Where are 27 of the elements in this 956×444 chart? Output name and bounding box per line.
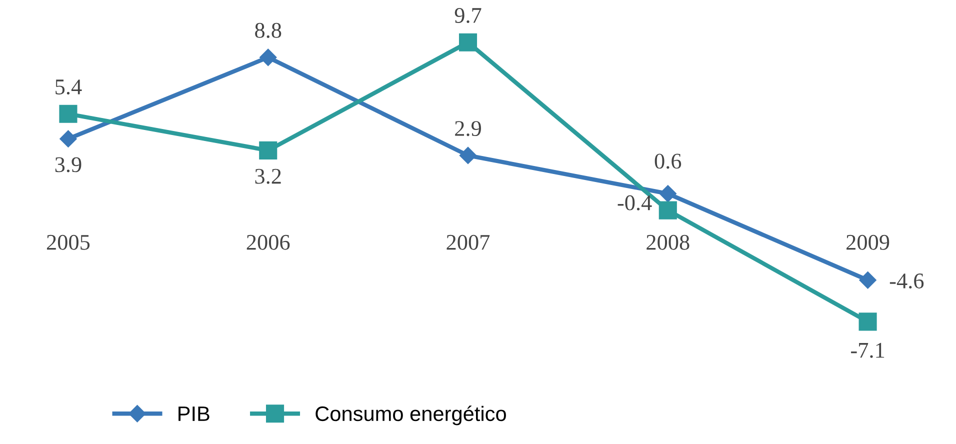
x-tick-label: 2005 <box>46 234 90 250</box>
x-tick-label: 2007 <box>446 234 490 250</box>
data-label: 3.2 <box>255 168 281 184</box>
data-label: 9.7 <box>454 8 482 24</box>
data-label: 8.8 <box>255 22 282 38</box>
data-label: -7.1 <box>851 342 884 358</box>
x-tick-label: 2009 <box>846 234 890 250</box>
point <box>859 272 876 289</box>
x-tick-label: 2008 <box>646 234 690 250</box>
legend-label: PIB <box>178 406 210 421</box>
data-label: 5.4 <box>56 80 82 95</box>
point <box>59 104 78 123</box>
data-label: -4.6 <box>890 274 924 289</box>
point <box>259 141 278 160</box>
point <box>658 201 677 220</box>
point <box>459 146 477 164</box>
point <box>60 130 77 148</box>
point <box>458 33 478 52</box>
point <box>858 312 877 331</box>
x-tick-label: 2006 <box>246 234 290 250</box>
data-label: 3.9 <box>55 157 82 172</box>
data-label: 2.9 <box>455 121 481 136</box>
legend-label: Consumo energético <box>316 406 506 426</box>
data-label: 0.6 <box>654 154 682 169</box>
point <box>659 185 676 202</box>
data-label: -0.4 <box>618 195 652 210</box>
point <box>260 48 277 66</box>
